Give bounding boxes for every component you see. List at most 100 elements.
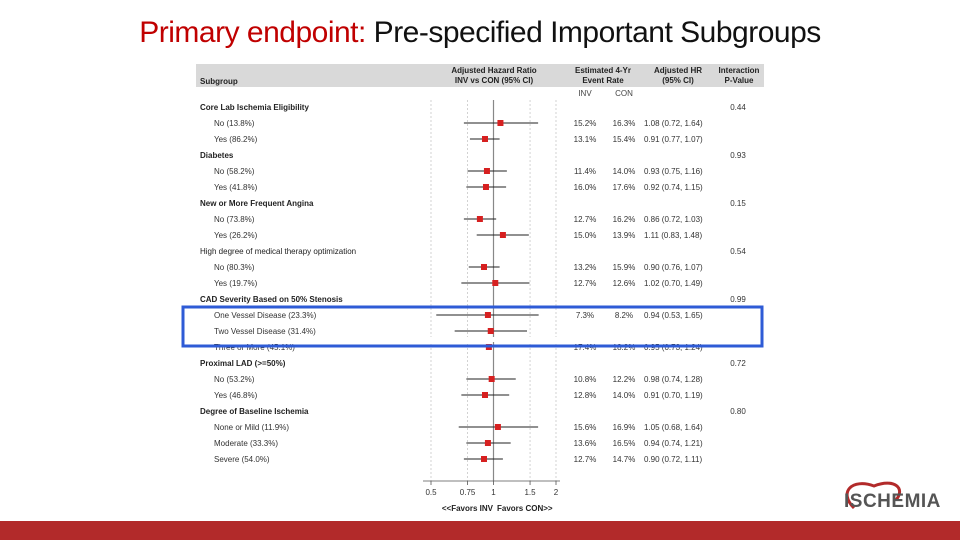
inv-rate: 7.3% — [576, 311, 594, 320]
subgroup-label: No (80.3%) — [214, 263, 255, 272]
hr-point — [484, 312, 491, 318]
logo-text: ISCHEMIA — [844, 491, 941, 512]
hr-ci-text: 0.98 (0.74, 1.28) — [644, 375, 703, 384]
x-tick-label: 1.5 — [524, 488, 536, 497]
subgroup-label: One Vessel Disease (23.3%) — [214, 311, 317, 320]
hr-ci-text: 0.86 (0.72, 1.03) — [644, 215, 703, 224]
subgroup-label: Yes (86.2%) — [214, 135, 258, 144]
con-rate: 17.6% — [613, 183, 636, 192]
inv-rate: 13.2% — [574, 263, 597, 272]
x-tick-label: 1 — [491, 488, 496, 497]
subgroup-label: Two Vessel Disease (31.4%) — [214, 327, 316, 336]
subgroup-label: Moderate (33.3%) — [214, 439, 278, 448]
hr-ci-text: 0.92 (0.74, 1.15) — [644, 183, 703, 192]
bottom-bar — [0, 521, 960, 540]
con-rate: 12.2% — [613, 375, 636, 384]
header-rate-line2: Event Rate — [582, 76, 624, 85]
interaction-p-value: 0.15 — [730, 199, 746, 208]
group-label: Degree of Baseline Ischemia — [200, 407, 309, 416]
hr-ci-text: 1.08 (0.72, 1.64) — [644, 119, 703, 128]
hr-point — [483, 168, 490, 174]
occlusion-mask — [196, 337, 762, 342]
con-rate: 16.2% — [613, 215, 636, 224]
subgroup-label: No (13.8%) — [214, 119, 255, 128]
subgroup-label: None or Mild (11.9%) — [214, 423, 289, 432]
hr-ci-text: 0.90 (0.76, 1.07) — [644, 263, 703, 272]
header-pint-line1: Interaction — [719, 66, 760, 75]
header-background — [196, 64, 764, 87]
x-tick-label: 2 — [554, 488, 559, 497]
header-hr-line1: Adjusted Hazard Ratio — [451, 66, 536, 75]
con-rate: 16.5% — [613, 439, 636, 448]
favors-inv-label: <<Favors INV — [442, 504, 494, 513]
subgroup-label: Yes (46.8%) — [214, 391, 258, 400]
hr-point — [481, 392, 488, 398]
inv-rate: 13.6% — [574, 439, 597, 448]
con-rate: 14.0% — [613, 391, 636, 400]
con-rate: 14.7% — [613, 455, 636, 464]
inv-rate: 15.6% — [574, 423, 597, 432]
inv-rate: 15.2% — [574, 119, 597, 128]
inv-rate: 12.7% — [574, 455, 597, 464]
heart-icon — [845, 481, 902, 510]
subgroup-label: Yes (26.2%) — [214, 231, 258, 240]
subgroup-label: Yes (41.8%) — [214, 183, 258, 192]
group-label: High degree of medical therapy optimizat… — [200, 247, 356, 256]
group-label: Proximal LAD (>=50%) — [200, 359, 286, 368]
highlight-box — [181, 305, 764, 348]
inv-rate: 12.8% — [574, 391, 597, 400]
header-ahr-line2: (95% CI) — [662, 76, 694, 85]
con-rate: 8.2% — [615, 311, 633, 320]
interaction-p-value: 0.93 — [730, 151, 746, 160]
con-rate: 15.4% — [613, 135, 636, 144]
hr-point — [487, 328, 494, 334]
inv-rate: 11.4% — [574, 167, 596, 176]
con-rate: 16.9% — [613, 423, 636, 432]
grid-lines — [430, 100, 557, 481]
header-rate-line1: Estimated 4-Yr — [575, 66, 631, 75]
interaction-p-value: 0.44 — [730, 103, 746, 112]
hr-ci-text: 0.91 (0.70, 1.19) — [644, 391, 703, 400]
hr-point — [488, 376, 495, 382]
subgroup-label: No (58.2%) — [214, 167, 255, 176]
hr-ci-text: 0.93 (0.75, 1.16) — [644, 167, 703, 176]
slide-title: Primary endpoint: Pre-specified Importan… — [0, 16, 960, 50]
header-subgroup: Subgroup — [200, 77, 238, 86]
favors-con-label: Favors CON>> — [497, 504, 553, 513]
con-rate: 16.3% — [613, 119, 636, 128]
subgroup-label: Severe (54.0%) — [214, 455, 270, 464]
subgroup-label: No (73.8%) — [214, 215, 255, 224]
inv-rate: 13.1% — [574, 135, 597, 144]
header-hr-line2: INV vs CON (95% CI) — [455, 76, 534, 85]
group-label: Core Lab Ischemia Eligibility — [200, 103, 309, 112]
hr-point — [494, 424, 501, 430]
hr-ci-text: 0.91 (0.77, 1.07) — [644, 135, 703, 144]
con-rate: 15.9% — [613, 263, 636, 272]
hr-point — [480, 456, 487, 462]
con-rate: 14.0% — [613, 167, 636, 176]
hr-ci-text: 1.05 (0.68, 1.64) — [644, 423, 703, 432]
hr-point — [492, 280, 499, 286]
hr-point — [482, 184, 489, 190]
hr-point — [480, 264, 487, 270]
con-rate: 13.9% — [613, 231, 636, 240]
group-label: CAD Severity Based on 50% Stenosis — [200, 295, 343, 304]
header-ahr-line1: Adjusted HR — [654, 66, 702, 75]
ischemia-logo: ISCHEMIA — [842, 478, 956, 520]
x-axis: 0.5 0.75 1 1.5 2 — [423, 480, 560, 497]
subgroup-label: Yes (19.7%) — [214, 279, 258, 288]
interaction-p-value: 0.80 — [730, 407, 746, 416]
rows: Core Lab Ischemia Eligibility 0.44 No (13.… — [196, 103, 762, 464]
inv-rate: 12.7% — [574, 279, 597, 288]
title-rest: Pre-specified Important Subgroups — [365, 16, 822, 49]
header-pint-line2: P-Value — [725, 76, 754, 85]
hr-point — [499, 232, 506, 238]
inv-rate: 15.0% — [574, 231, 597, 240]
header-con: CON — [615, 89, 633, 98]
inv-rate: 10.8% — [574, 375, 597, 384]
group-label: New or More Frequent Angina — [200, 199, 314, 208]
hr-point — [476, 216, 483, 222]
hr-ci-text: 0.94 (0.74, 1.21) — [644, 439, 703, 448]
inv-rate: 16.0% — [574, 183, 597, 192]
hr-point — [497, 120, 504, 126]
